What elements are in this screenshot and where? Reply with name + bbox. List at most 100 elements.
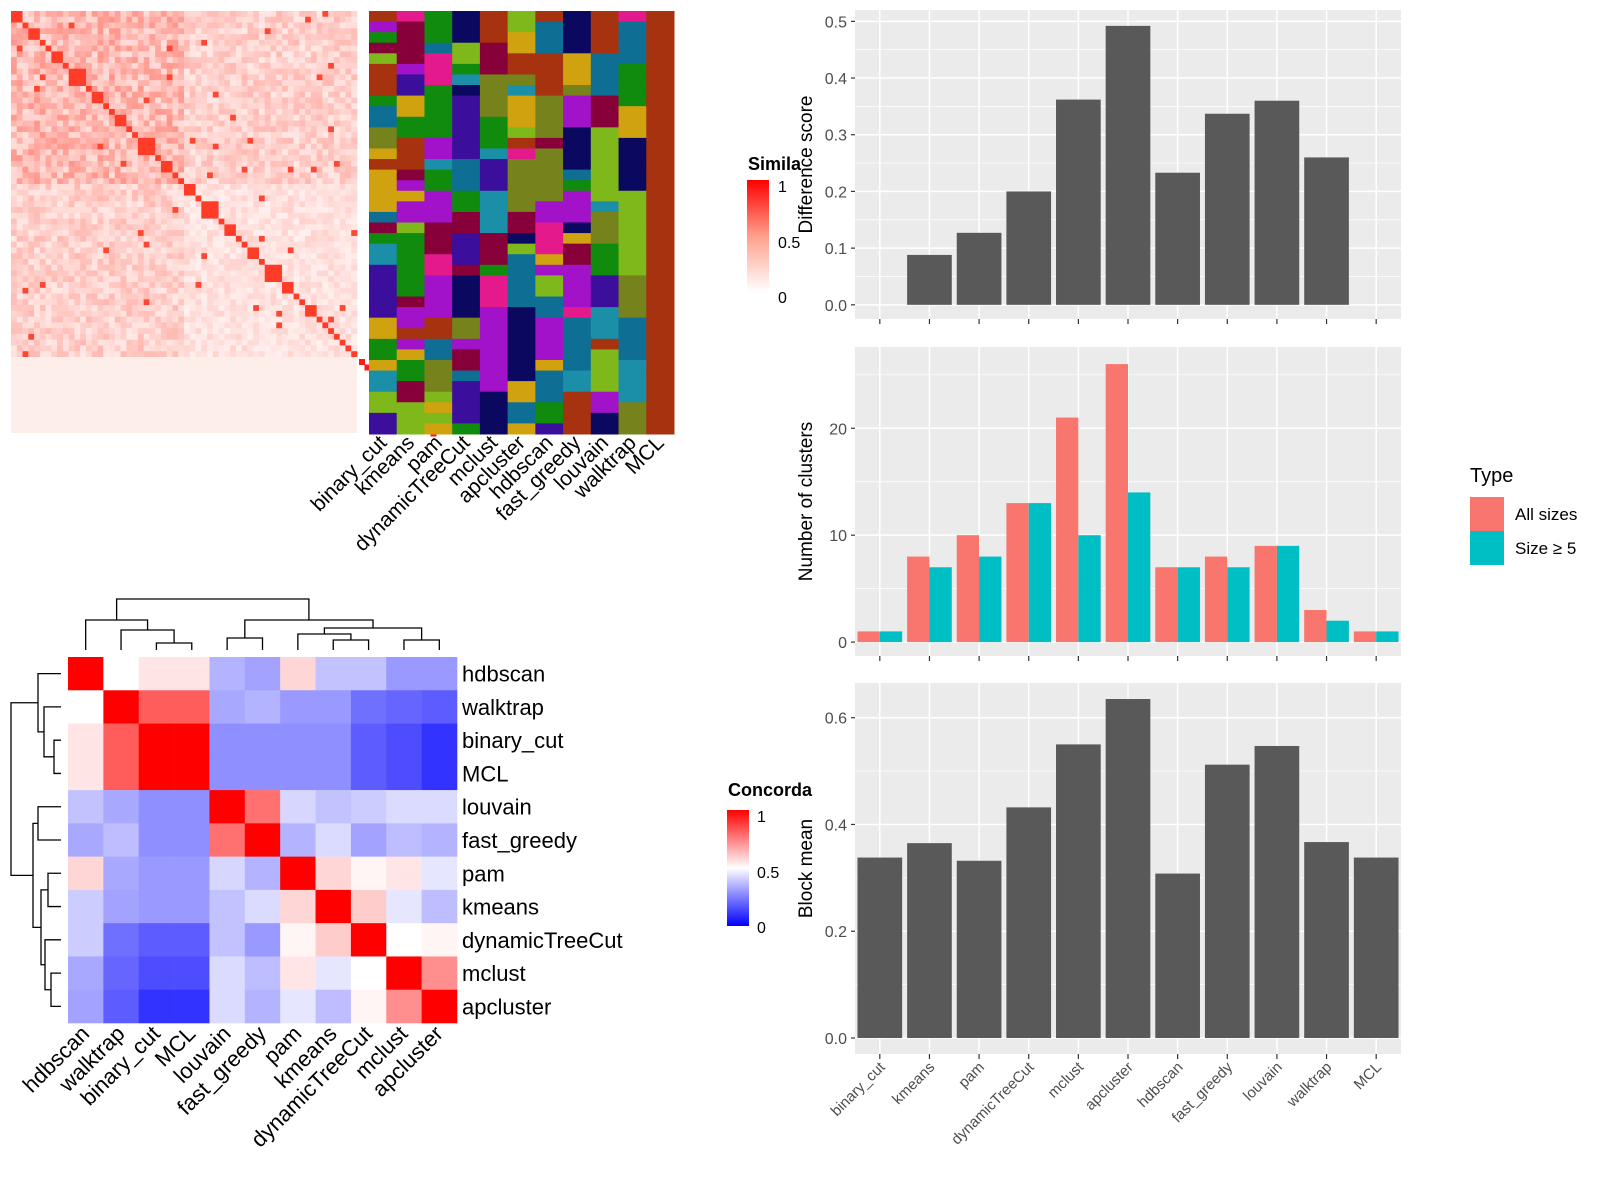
- annotation-cell: [535, 148, 564, 160]
- heatmap-cell: [22, 155, 29, 162]
- heatmap-cell: [16, 241, 23, 248]
- heatmap-cell: [287, 74, 294, 81]
- heatmap-cell: [184, 68, 191, 75]
- heatmap-cell: [109, 91, 116, 98]
- heatmap-cell: [247, 299, 254, 306]
- annotation-cell: [452, 243, 481, 255]
- heatmap-cell: [68, 241, 75, 248]
- heatmap-cell: [103, 16, 110, 23]
- heatmap-cell: [109, 218, 116, 225]
- heatmap-cell: [299, 155, 306, 162]
- heatmap-cell: [218, 120, 225, 127]
- heatmap-cell: [333, 299, 341, 306]
- annotation-cell: [535, 74, 564, 86]
- heatmap-cell: [97, 39, 104, 46]
- heatmap-cell: [172, 316, 179, 323]
- heatmap-cell: [276, 166, 283, 173]
- heatmap-cell: [57, 97, 64, 104]
- heatmap-cell: [166, 68, 173, 75]
- heatmap-cell: [22, 16, 29, 23]
- heatmap-cell: [316, 253, 323, 260]
- heatmap-cell: [287, 16, 294, 23]
- heatmap-cell: [62, 85, 70, 93]
- heatmap-cell: [57, 293, 64, 300]
- concordance-cell: [280, 756, 316, 791]
- heatmap-cell: [230, 224, 237, 231]
- heatmap-cell: [207, 310, 214, 318]
- annotation-cell: [535, 349, 564, 361]
- heatmap-cell: [305, 293, 312, 300]
- heatmap-cell: [160, 80, 168, 87]
- heatmap-cell: [316, 201, 323, 208]
- annotation-cell: [590, 381, 620, 393]
- heatmap-cell: [109, 143, 116, 150]
- heatmap-cell: [310, 160, 318, 168]
- heatmap-cell: [264, 68, 271, 75]
- heatmap-cell: [322, 34, 329, 41]
- y-tick-label: 0.3: [825, 128, 847, 145]
- heatmap-cell: [11, 172, 18, 179]
- heatmap-cell: [189, 97, 196, 104]
- heatmap-cell: [166, 155, 173, 162]
- heatmap-cell: [22, 212, 29, 219]
- heatmap-cell: [241, 293, 248, 300]
- heatmap-cell: [247, 97, 254, 104]
- annotation-cell: [507, 190, 536, 202]
- annotation-cell: [369, 85, 398, 97]
- heatmap-cell: [235, 57, 243, 64]
- heatmap-cell: [114, 28, 121, 35]
- y-tick-label: 0.0: [825, 1031, 847, 1048]
- heatmap-cell: [172, 16, 179, 23]
- heatmap-cell: [22, 287, 29, 294]
- heatmap-cell: [132, 345, 139, 352]
- heatmap-cell: [80, 85, 87, 93]
- heatmap-cell: [282, 62, 289, 70]
- heatmap-cell: [39, 322, 46, 329]
- heatmap-cell: [57, 218, 64, 225]
- heatmap-cell: [258, 287, 266, 294]
- heatmap-cell: [282, 74, 289, 81]
- heatmap-cell: [276, 91, 283, 98]
- heatmap-cell: [137, 218, 145, 225]
- heatmap-cell: [339, 189, 346, 196]
- heatmap-cell: [28, 310, 35, 318]
- heatmap-cell: [235, 293, 243, 300]
- heatmap-cell: [218, 97, 225, 104]
- heatmap-cell: [57, 287, 64, 294]
- heatmap-cell: [299, 45, 306, 52]
- heatmap-cell: [201, 351, 208, 358]
- heatmap-cell: [276, 114, 283, 121]
- heatmap-cell: [160, 172, 168, 179]
- heatmap-cell: [230, 91, 237, 98]
- heatmap-cell: [109, 34, 116, 41]
- heatmap-cell: [178, 39, 185, 46]
- heatmap-cell: [178, 155, 185, 162]
- heatmap-cell: [132, 172, 139, 179]
- heatmap-cell: [103, 322, 110, 329]
- annotation-cell: [396, 190, 425, 202]
- heatmap-cell: [184, 166, 191, 173]
- dendrogram-branch: [297, 633, 352, 650]
- annotation-cell: [618, 328, 647, 340]
- heatmap-cell: [97, 132, 104, 139]
- heatmap-cell: [80, 39, 87, 46]
- heatmap-cell: [45, 57, 52, 64]
- heatmap-cell: [207, 195, 214, 202]
- heatmap-cell: [333, 212, 341, 219]
- heatmap-cell: [212, 305, 219, 312]
- annotation-cell: [452, 370, 481, 382]
- annotation-cell: [646, 211, 675, 223]
- heatmap-cell: [178, 103, 185, 110]
- annotation-cell: [424, 127, 453, 139]
- heatmap-cell: [114, 235, 121, 243]
- heatmap-cell: [322, 316, 329, 323]
- heatmap-cell: [305, 207, 312, 214]
- heatmap-cell: [120, 230, 127, 237]
- heatmap-cell: [282, 195, 289, 202]
- heatmap-cell: [91, 258, 98, 266]
- heatmap-cell: [241, 45, 248, 52]
- concordance-cell: [103, 690, 140, 724]
- y-tick-label: 0.6: [825, 711, 847, 728]
- heatmap-cell: [218, 80, 225, 87]
- annotation-cell: [563, 180, 592, 192]
